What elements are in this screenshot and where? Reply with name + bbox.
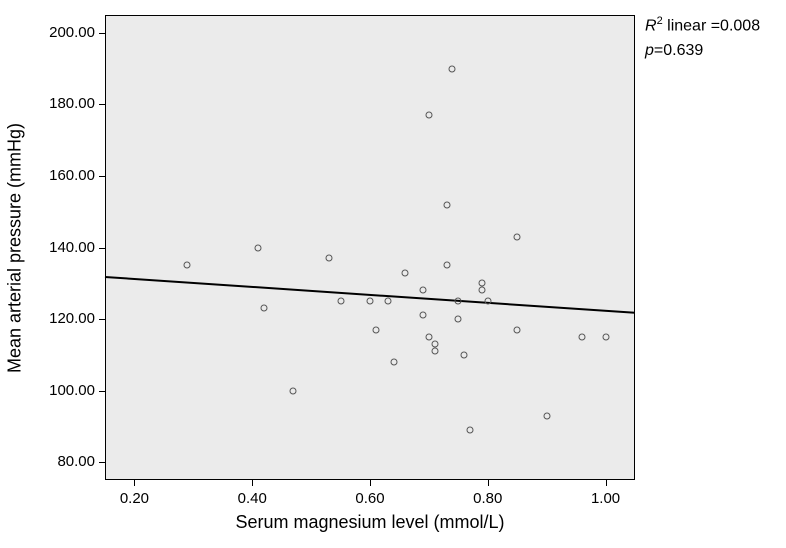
x-tick-mark [134,480,135,486]
data-point [372,326,379,333]
data-point [579,333,586,340]
data-point [543,412,550,419]
data-point [261,305,268,312]
data-point [461,351,468,358]
data-point [290,387,297,394]
scatter-chart: Mean arterial pressure (mmHg) Serum magn… [0,0,786,548]
y-tick-label: 140.00 [49,239,95,256]
data-point [443,201,450,208]
data-point [514,233,521,240]
data-point [425,112,432,119]
data-point [384,298,391,305]
y-axis-label: Mean arterial pressure (mmHg) [5,122,26,372]
y-tick-label: 200.00 [49,24,95,41]
data-point [402,269,409,276]
data-point [420,312,427,319]
x-tick-label: 0.80 [468,490,508,507]
y-tick-mark [99,33,105,34]
x-tick-label: 1.00 [586,490,626,507]
y-tick-label: 180.00 [49,95,95,112]
data-point [478,280,485,287]
x-axis-label: Serum magnesium level (mmol/L) [235,512,504,533]
data-point [431,341,438,348]
x-tick-label: 0.20 [114,490,154,507]
data-point [602,333,609,340]
data-point [184,262,191,269]
data-point [443,262,450,269]
data-point [484,298,491,305]
y-tick-mark [99,462,105,463]
y-tick-mark [99,248,105,249]
y-tick-mark [99,104,105,105]
y-tick-label: 120.00 [49,310,95,327]
plot-area [105,15,635,480]
y-tick-label: 100.00 [49,382,95,399]
y-tick-label: 80.00 [57,453,95,470]
data-point [514,326,521,333]
data-point [390,358,397,365]
x-tick-mark [488,480,489,486]
data-point [449,65,456,72]
data-point [420,287,427,294]
stat-annotation: p=0.639 [645,42,703,60]
data-point [367,298,374,305]
y-tick-label: 160.00 [49,167,95,184]
stat-annotation: R2 linear =0.008 [645,15,760,35]
x-tick-mark [606,480,607,486]
data-point [255,244,262,251]
data-point [455,316,462,323]
data-point [467,426,474,433]
y-tick-mark [99,319,105,320]
data-point [337,298,344,305]
data-point [325,255,332,262]
data-point [425,333,432,340]
x-tick-mark [252,480,253,486]
data-point [478,287,485,294]
y-tick-mark [99,391,105,392]
x-tick-label: 0.60 [350,490,390,507]
y-tick-mark [99,176,105,177]
data-point [431,348,438,355]
x-tick-mark [370,480,371,486]
data-point [455,298,462,305]
x-tick-label: 0.40 [232,490,272,507]
